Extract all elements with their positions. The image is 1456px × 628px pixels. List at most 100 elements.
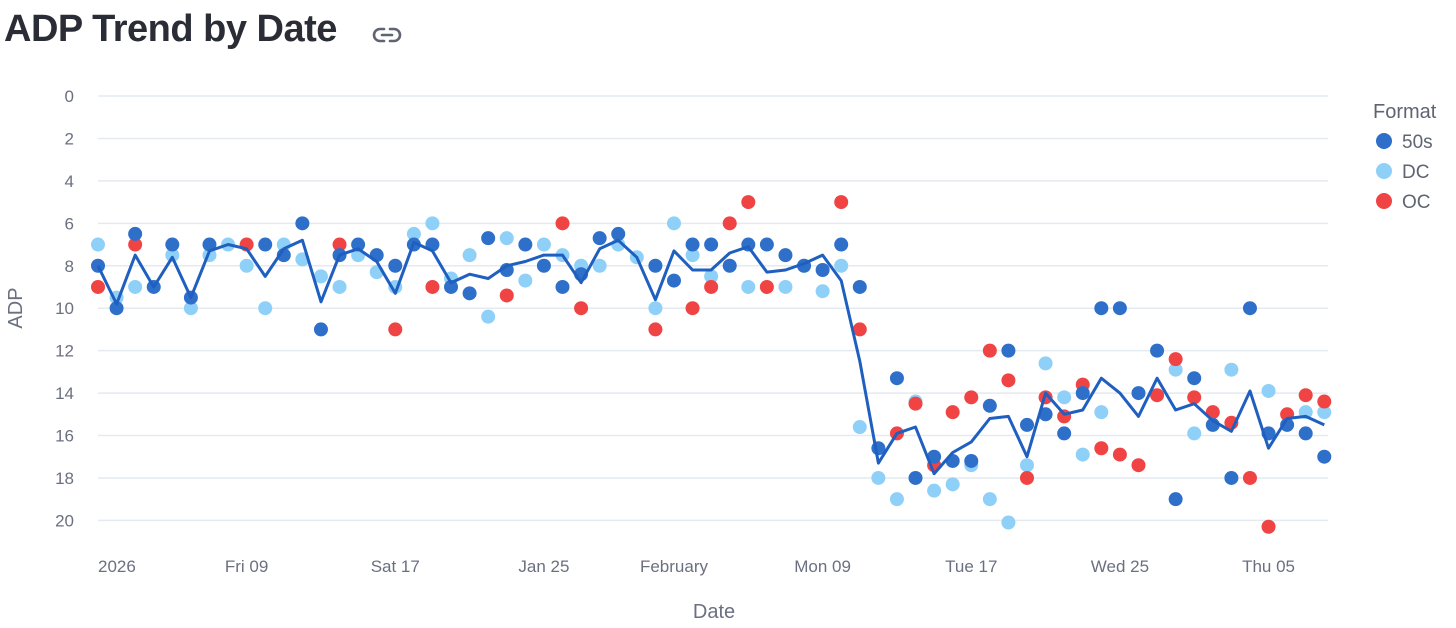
x-tick-label: Tue 17 (945, 557, 997, 576)
data-point-50s (1131, 386, 1146, 401)
legend-swatch-dc (1376, 163, 1392, 179)
legend-label-oc: OC (1402, 192, 1431, 213)
data-point-50s (1038, 407, 1053, 422)
data-point-50s (1001, 343, 1016, 358)
y-tick-label: 6 (65, 214, 74, 233)
data-point-50s (982, 398, 997, 413)
data-point-50s (258, 237, 273, 252)
data-point-oc (1150, 388, 1165, 403)
data-point-oc (945, 405, 960, 420)
link-icon[interactable] (372, 24, 402, 46)
y-tick-label: 0 (65, 87, 74, 106)
data-point-dc (1187, 426, 1202, 441)
y-tick-label: 14 (55, 384, 74, 403)
data-point-dc (183, 301, 198, 316)
data-point-oc (1131, 458, 1146, 473)
data-point-50s (481, 231, 496, 246)
data-point-oc (908, 396, 923, 411)
data-point-oc (1187, 390, 1202, 405)
data-point-dc (741, 279, 756, 294)
data-point-dc (666, 216, 681, 231)
data-point-50s (704, 237, 719, 252)
data-point-oc (499, 288, 514, 303)
data-point-oc (1001, 373, 1016, 388)
data-point-oc (834, 195, 849, 210)
data-point-50s (778, 248, 793, 263)
data-point-50s (555, 279, 570, 294)
data-point-50s (91, 258, 105, 273)
y-axis-title: ADP (5, 287, 27, 328)
data-point-dc (1038, 356, 1053, 371)
y-tick-labels: 0 2 4 6 8 10 12 14 16 18 20 (55, 87, 74, 530)
data-point-dc (834, 258, 849, 273)
x-tick-label: 2026 (98, 557, 136, 576)
y-tick-label: 10 (55, 299, 74, 318)
data-point-50s (1168, 492, 1183, 507)
data-point-oc (1298, 388, 1313, 403)
legend-label-50s: 50s (1402, 132, 1433, 153)
data-point-50s (536, 258, 551, 273)
data-point-dc (982, 492, 997, 507)
legend-label-dc: DC (1402, 162, 1429, 183)
data-point-oc (1242, 470, 1257, 485)
data-point-50s (685, 237, 700, 252)
data-point-dc (889, 492, 904, 507)
x-tick-label: February (640, 557, 709, 576)
data-point-dc (1168, 362, 1183, 377)
data-point-50s (388, 258, 403, 273)
data-point-50s (964, 453, 979, 468)
data-point-dc (685, 248, 700, 263)
data-point-dc (481, 309, 496, 324)
data-point-oc (1261, 519, 1276, 534)
data-point-dc (425, 216, 440, 231)
x-tick-label: Sat 17 (371, 557, 420, 576)
data-point-50s (1020, 417, 1035, 432)
legend-swatch-oc (1376, 193, 1392, 209)
data-point-dc (1020, 458, 1035, 473)
data-point-50s (351, 237, 366, 252)
data-point-50s (666, 273, 681, 288)
data-point-oc (964, 390, 979, 405)
data-point-dc (815, 284, 830, 299)
x-tick-label: Mon 09 (794, 557, 851, 576)
data-point-oc (388, 322, 403, 337)
data-point-oc (1057, 409, 1072, 424)
data-point-50s (462, 286, 477, 301)
data-point-dc (91, 237, 105, 252)
data-point-dc (1317, 405, 1332, 420)
data-point-dc (1261, 383, 1276, 398)
data-point-50s (518, 237, 533, 252)
data-point-dc (871, 470, 886, 485)
data-point-oc (128, 237, 143, 252)
data-point-50s (1150, 343, 1165, 358)
data-point-dc (945, 477, 960, 492)
data-point-dc (128, 279, 143, 294)
data-point-50s (128, 226, 143, 241)
legend-swatch-50s (1376, 133, 1392, 149)
data-point-dc (1224, 362, 1239, 377)
x-tick-label: Thu 05 (1242, 557, 1295, 576)
data-point-50s (592, 231, 607, 246)
data-point-50s (611, 226, 626, 241)
y-tick-label: 4 (65, 172, 74, 191)
data-point-dc (778, 279, 793, 294)
data-point-oc (1020, 470, 1035, 485)
data-point-dc (927, 483, 942, 498)
data-point-dc (518, 273, 533, 288)
x-axis-title: Date (693, 601, 735, 623)
data-point-dc (258, 301, 273, 316)
y-tick-label: 2 (65, 129, 74, 148)
data-point-50s (815, 263, 830, 277)
data-point-50s (1317, 449, 1332, 464)
data-point-dc (239, 258, 254, 273)
data-point-oc (1094, 441, 1109, 456)
data-point-50s (834, 237, 849, 252)
data-point-50s (648, 258, 663, 273)
data-point-50s (889, 371, 904, 386)
y-tick-label: 16 (55, 427, 74, 446)
data-point-50s (295, 216, 310, 231)
x-tick-labels: 2026 Fri 09 Sat 17 Jan 25 February Mon 09 Tue … (98, 557, 1295, 576)
data-point-oc (741, 195, 756, 210)
data-point-dc (704, 269, 719, 284)
